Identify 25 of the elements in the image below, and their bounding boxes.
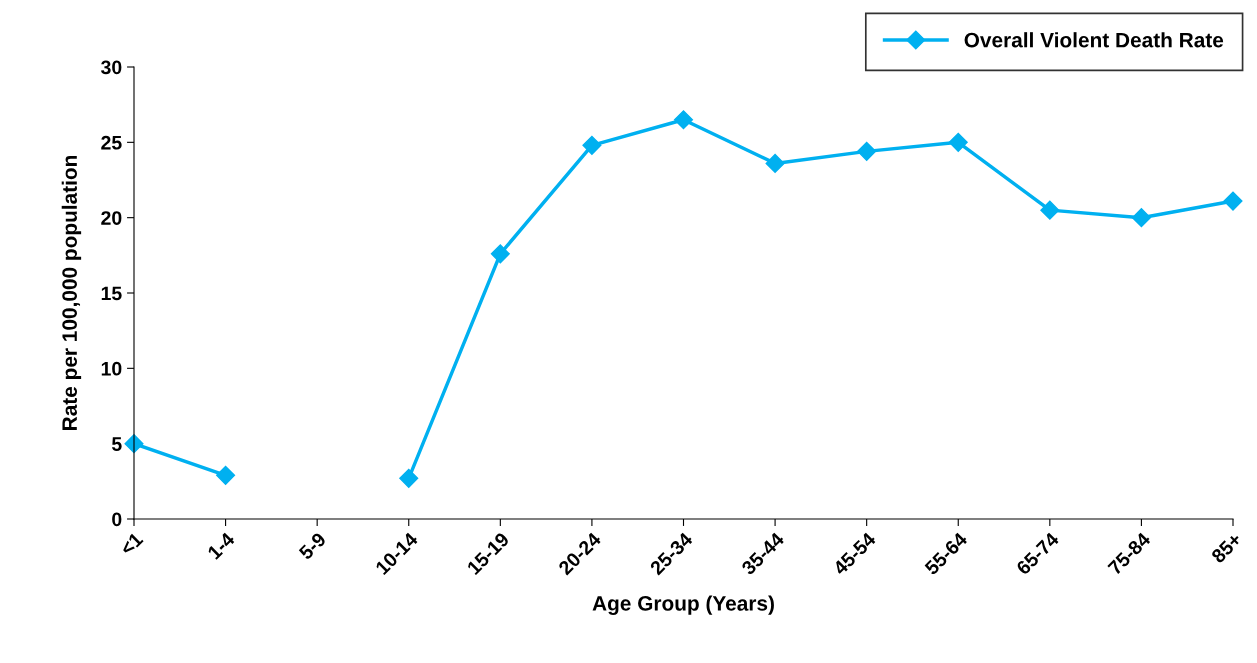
y-tick-label: 10	[101, 361, 122, 376]
x-tick-label: 1-4	[207, 531, 236, 560]
point	[582, 135, 602, 155]
point	[1040, 200, 1060, 220]
point	[673, 110, 694, 130]
legend-label: Overall Violent Death Rate	[964, 32, 1224, 48]
point	[216, 465, 236, 485]
y-tick-label: 30	[101, 60, 122, 75]
point	[765, 153, 785, 173]
x-axis-title: Age Group (Years)	[592, 595, 774, 615]
y-tick-label: 25	[101, 135, 122, 150]
point	[857, 141, 877, 161]
x-tick-label: 5-9	[298, 531, 327, 561]
x-tick-label: 85+	[1210, 531, 1243, 564]
point	[1223, 191, 1243, 211]
y-tick-label: 15	[101, 286, 122, 301]
y-axis-title: Rate per 100,000 population	[61, 155, 82, 430]
x-tick-label: <1	[119, 531, 144, 556]
point	[1131, 208, 1151, 228]
y-tick-label: 5	[111, 437, 122, 451]
y-tick-label: 0	[112, 512, 122, 527]
y-tick-label: 20	[101, 211, 122, 225]
point	[399, 468, 419, 488]
point	[490, 244, 510, 264]
point	[948, 132, 968, 152]
